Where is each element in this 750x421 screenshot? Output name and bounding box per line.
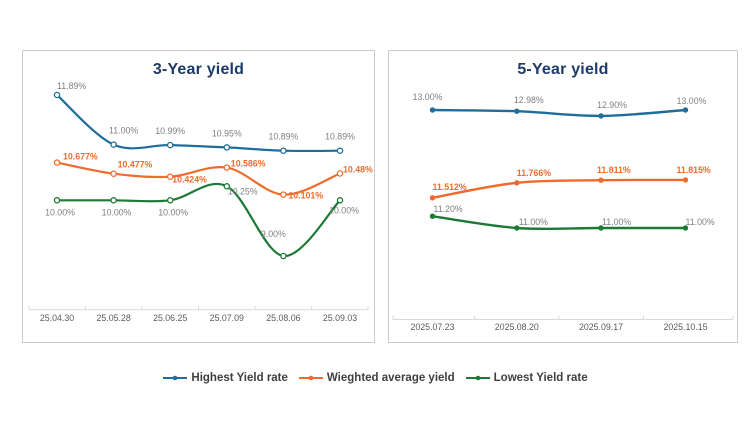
data-label-lowest: 11.00%: [602, 217, 631, 227]
legend-item-weighted-average-yield[interactable]: Wieghted average yield: [298, 372, 455, 384]
data-point-weighted: [110, 170, 117, 177]
x-axis-label: 2025.09.17: [579, 322, 623, 332]
data-point-weighted: [166, 173, 174, 180]
data-label-lowest: 10.00%: [102, 207, 132, 217]
data-label-lowest: 10.00%: [329, 205, 359, 215]
data-point-lowest: [166, 197, 174, 204]
data-point-highest: [166, 141, 174, 149]
data-label-weighted: 11.512%: [433, 182, 467, 192]
x-axis-label: 2025.08.20: [495, 322, 539, 332]
series-line-highest: [431, 108, 687, 118]
data-label-lowest: 11.00%: [519, 217, 548, 227]
x-axis-label: 25.08.06: [266, 313, 300, 323]
chart-panel-5-year: 5-Year yield 2025.07.23 2025.08.20 2025.09…: [388, 50, 738, 343]
legend-label-weighted-average-yield: Wieghted average yield: [326, 372, 455, 384]
x-axis-label: 25.07.09: [210, 313, 244, 323]
data-label-weighted: 10.586%: [231, 159, 266, 169]
series-line-highest: [55, 93, 342, 153]
series-line-lowest: [431, 215, 687, 231]
data-label-highest: 10.89%: [325, 132, 355, 142]
data-label-highest: 11.89%: [57, 81, 86, 91]
data-label-highest: 11.00%: [109, 126, 138, 136]
data-label-weighted: 10.424%: [172, 175, 207, 185]
data-point-weighted: [682, 177, 689, 183]
legend: Highest Yield rate Wieghted average yiel…: [0, 372, 750, 384]
data-label-lowest: 11.00%: [686, 217, 715, 227]
data-point-weighted: [598, 177, 604, 183]
legend-item-highest-yield-rate[interactable]: Highest Yield rate: [162, 372, 288, 384]
data-point-weighted: [336, 170, 344, 177]
data-label-weighted: 11.811%: [597, 165, 631, 175]
data-point-lowest: [598, 225, 604, 231]
data-point-weighted: [280, 191, 287, 198]
data-label-weighted: 10.48%: [343, 165, 373, 175]
data-label-highest: 10.89%: [268, 132, 298, 142]
data-point-lowest: [110, 197, 117, 204]
x-axis-label: 25.04.30: [40, 313, 74, 323]
series-line-weighted: [55, 161, 342, 196]
data-point-lowest: [429, 213, 436, 219]
chart-plot-3-year: 25.04.30 25.05.28 25.06.25 25.07.09 25.08.06…: [28, 81, 373, 323]
data-point-highest: [280, 147, 287, 154]
data-point-highest: [429, 107, 436, 113]
data-label-highest: 10.95%: [212, 128, 242, 138]
data-label-lowest: 11.20%: [434, 204, 463, 214]
data-point-lowest: [682, 225, 689, 231]
series-line-weighted: [431, 178, 687, 199]
chart-title-3-year: 3-Year yield: [152, 61, 245, 78]
data-label-highest: 13.00%: [413, 92, 443, 102]
data-label-lowest: 9.00%: [261, 229, 286, 239]
data-point-highest: [682, 107, 689, 113]
data-point-highest: [336, 147, 344, 154]
data-label-lowest: 10.00%: [45, 207, 75, 217]
data-label-highest: 13.00%: [677, 96, 707, 106]
data-point-lowest: [223, 183, 231, 190]
data-point-highest: [514, 108, 520, 114]
data-label-weighted: 11.815%: [677, 165, 711, 175]
data-label-weighted: 10.101%: [288, 191, 323, 201]
data-label-weighted: 11.766%: [517, 168, 551, 178]
legend-line-marker-icon: [163, 375, 188, 381]
data-point-highest: [53, 91, 61, 99]
data-label-highest: 10.99%: [155, 126, 185, 136]
x-axis-label: 2025.10.15: [663, 322, 707, 332]
x-axis-label: 25.05.28: [96, 313, 130, 323]
x-axis-label: 25.09.03: [323, 313, 357, 323]
chart-plot-5-year: 2025.07.23 2025.08.20 2025.09.17 2025.10.15…: [392, 92, 734, 332]
data-label-lowest: 10.00%: [158, 207, 188, 217]
data-point-weighted: [223, 164, 231, 171]
data-point-weighted: [514, 180, 520, 186]
data-point-highest: [110, 141, 117, 148]
x-axis-label: 2025.07.23: [410, 322, 454, 332]
data-label-highest: 12.98%: [514, 95, 544, 105]
data-point-weighted: [429, 195, 436, 201]
data-label-lowest: 10.25%: [228, 186, 258, 196]
data-point-lowest: [514, 225, 520, 231]
data-point-highest: [598, 113, 604, 119]
legend-label-highest-yield-rate: Highest Yield rate: [191, 372, 288, 384]
legend-line-marker-icon: [465, 375, 490, 381]
data-label-highest: 12.90%: [597, 100, 627, 110]
legend-line-marker-icon: [298, 375, 323, 381]
legend-item-lowest-yield-rate[interactable]: Lowest Yield rate: [465, 372, 588, 384]
legend-label-lowest-yield-rate: Lowest Yield rate: [493, 372, 588, 384]
data-point-highest: [223, 144, 231, 151]
data-label-weighted: 10.677%: [63, 152, 98, 162]
chart-panel-3-year: 3-Year yield 25.04.30 25.05.28 25.06.25 25.…: [22, 50, 375, 343]
data-point-lowest: [336, 197, 344, 204]
data-label-weighted: 10.477%: [118, 160, 153, 170]
chart-title-5-year: 5-Year yield: [517, 61, 609, 78]
data-point-weighted: [53, 159, 61, 166]
data-point-lowest: [53, 197, 61, 204]
data-point-lowest: [280, 252, 287, 260]
x-axis-label: 25.06.25: [153, 313, 187, 323]
